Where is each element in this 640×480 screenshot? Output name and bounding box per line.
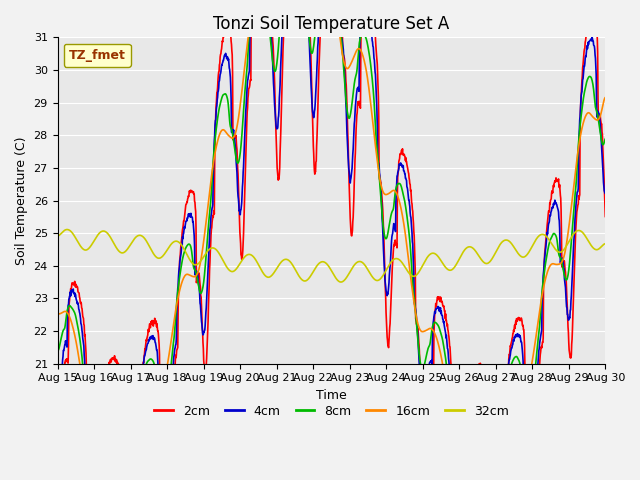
Title: Tonzi Soil Temperature Set A: Tonzi Soil Temperature Set A [213, 15, 449, 33]
Y-axis label: Soil Temperature (C): Soil Temperature (C) [15, 136, 28, 265]
X-axis label: Time: Time [316, 389, 347, 402]
Legend: 2cm, 4cm, 8cm, 16cm, 32cm: 2cm, 4cm, 8cm, 16cm, 32cm [149, 400, 514, 423]
